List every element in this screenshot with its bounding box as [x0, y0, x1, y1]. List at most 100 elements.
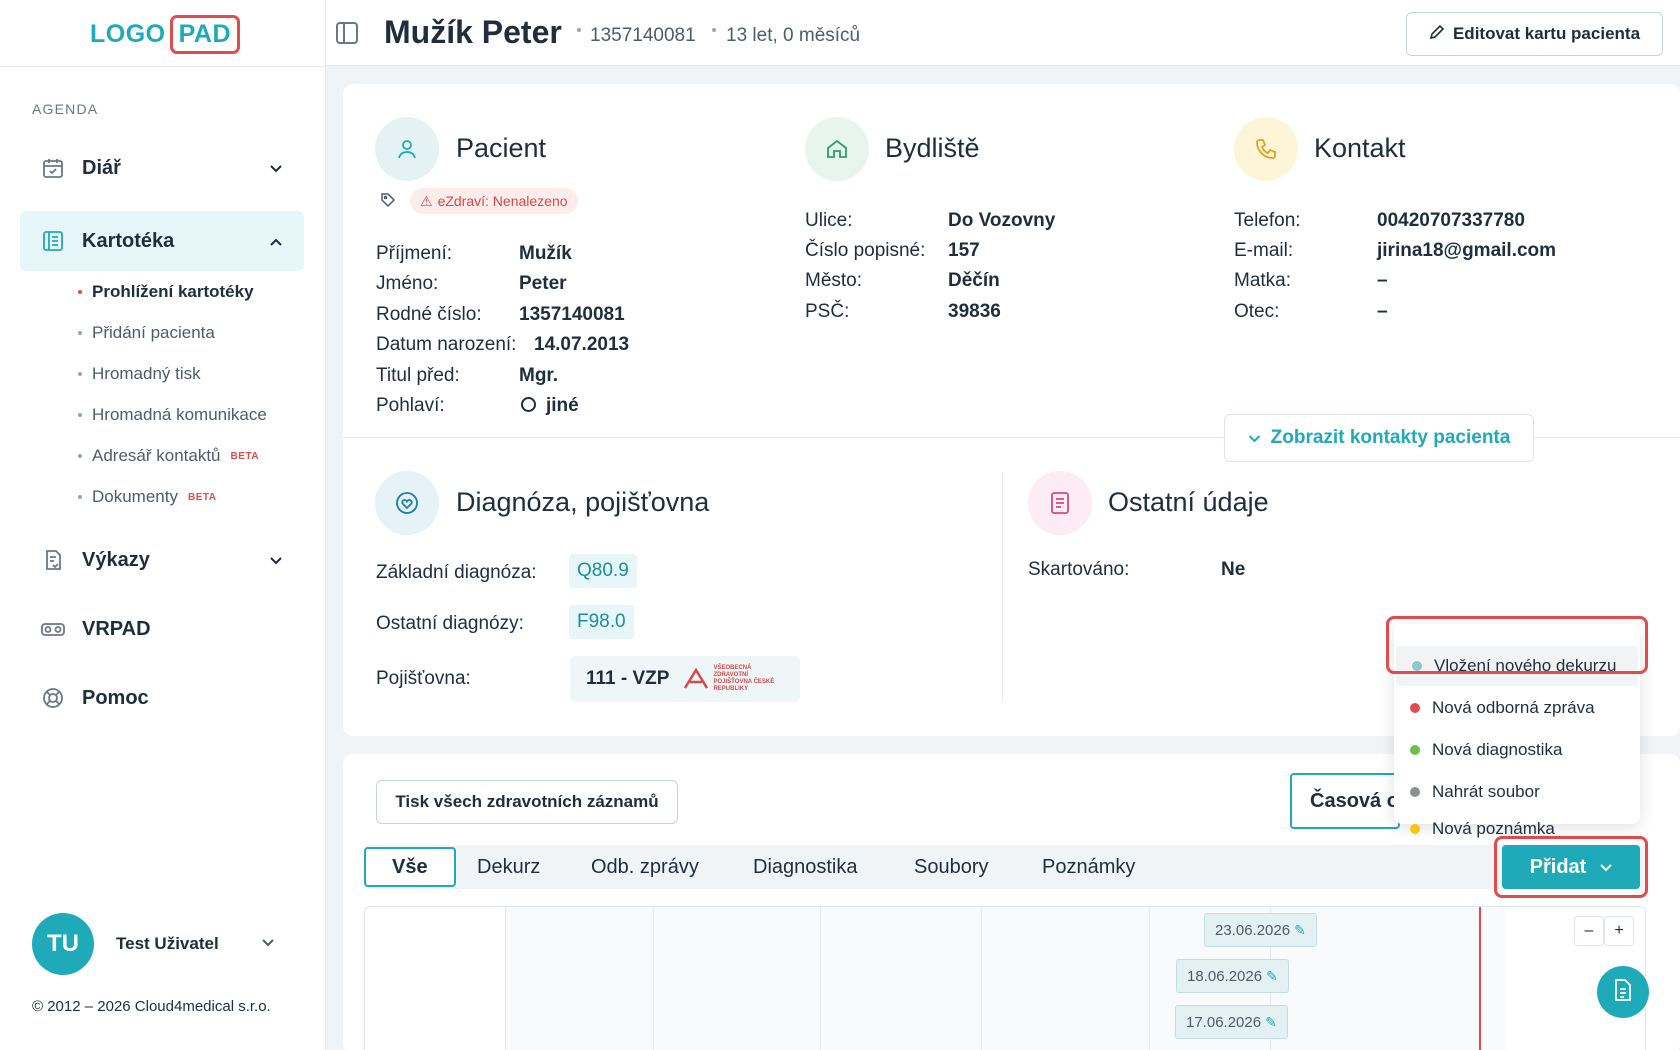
records-tabs: Vše Dekurz Odb. zprávy Diagnostika Soubo…: [364, 845, 1646, 889]
records-timeline[interactable]: 23.06.2026 ✎ 18.06.2026 ✎ 17.06.2026 ✎: [364, 906, 1646, 1050]
warning-icon: ⚠: [420, 192, 433, 209]
tab-odb-zpravy[interactable]: Odb. zprávy: [591, 855, 699, 878]
sidebar-item-diar[interactable]: Diář: [20, 138, 304, 198]
timeline-view-button[interactable]: Časová osa: [1290, 773, 1400, 829]
tab-vse[interactable]: Vše: [364, 847, 456, 887]
subitem-label: Hromadný tisk: [92, 364, 201, 383]
menu-item-upload-file[interactable]: Nahrát soubor: [1394, 772, 1640, 812]
subitem-prohlizeni-kartoteky[interactable]: Prohlížení kartotéky: [78, 282, 254, 302]
show-patient-contacts-button[interactable]: Zobrazit kontakty pacienta: [1224, 414, 1534, 462]
timeline-gridline: [820, 907, 821, 1050]
field-label: Datum narození:: [376, 334, 517, 355]
pencil-icon: [1429, 24, 1445, 45]
edit-patient-card-button[interactable]: Editovat kartu pacienta: [1406, 12, 1663, 56]
menu-item-new-decursus[interactable]: Vložení nového dekurzu: [1396, 646, 1638, 686]
lifebuoy-icon: [40, 685, 66, 711]
subitem-hromadny-tisk[interactable]: Hromadný tisk: [78, 364, 201, 384]
field-label: Rodné číslo:: [376, 304, 482, 325]
menu-item-new-note[interactable]: Nová poznámka: [1394, 814, 1640, 844]
other-diagnosis-code[interactable]: F98.0: [569, 605, 634, 639]
field-label: Číslo popisné:: [805, 240, 926, 261]
timeline-event[interactable]: 17.06.2026 ✎: [1175, 1005, 1288, 1039]
highlight-frame: [1386, 616, 1648, 674]
sidebar-section-label: AGENDA: [32, 101, 99, 117]
field-label: Město:: [805, 270, 863, 291]
user-icon: [375, 117, 439, 181]
timeline-event[interactable]: 18.06.2026 ✎: [1176, 959, 1289, 993]
logo[interactable]: LOGO PAD: [90, 13, 241, 55]
timeline-today-marker: [1479, 907, 1481, 1050]
sidebar-item-vykazy[interactable]: Výkazy: [20, 530, 304, 590]
user-menu[interactable]: TU Test Uživatel: [32, 913, 274, 975]
timeline-event[interactable]: 23.06.2026 ✎: [1204, 913, 1317, 947]
sidebar-item-label: VRPAD: [82, 617, 151, 640]
subitem-pridani-pacienta[interactable]: Přidání pacienta: [78, 323, 215, 343]
bullet: [78, 413, 82, 417]
zoom-out-button[interactable]: –: [1574, 916, 1604, 946]
subitem-dokumenty[interactable]: Dokumenty BETA: [78, 487, 216, 507]
field-value-shredded: Ne: [1221, 559, 1246, 580]
document-action-button[interactable]: [1597, 966, 1649, 1018]
field-label: Otec:: [1234, 301, 1280, 322]
field-value-phone[interactable]: 00420707337780: [1377, 210, 1525, 231]
timeline-gridline: [1149, 907, 1150, 1050]
field-label: Pohlaví:: [376, 395, 445, 416]
status-dot: [1410, 703, 1420, 713]
field-value-email[interactable]: jirina18@gmail.com: [1377, 240, 1557, 261]
field-value-city: Děčín: [948, 270, 1000, 291]
menu-item-label: Nová odborná zpráva: [1432, 698, 1595, 717]
sidebar-toggle-icon[interactable]: [336, 22, 358, 44]
tab-poznamky[interactable]: Poznámky: [1042, 855, 1136, 878]
field-value-birth-date: 14.07.2013: [534, 334, 630, 355]
vr-headset-icon: [40, 616, 66, 642]
menu-item-label: Vložení nového dekurzu: [1434, 656, 1617, 675]
bullet: [78, 372, 82, 376]
tab-soubory[interactable]: Soubory: [914, 855, 989, 878]
add-record-button[interactable]: Přidat: [1502, 845, 1640, 889]
section-title-contact: Kontakt: [1314, 133, 1406, 163]
avatar: TU: [32, 913, 94, 975]
home-icon: [805, 117, 869, 181]
insurance-value: 111 - VZP: [586, 668, 670, 689]
section-title-patient: Pacient: [456, 133, 547, 163]
menu-item-new-specialist-report[interactable]: Nová odborná zpráva: [1394, 688, 1640, 728]
logo-part-2: PAD: [169, 14, 241, 54]
field-value-zip: 39836: [948, 301, 1001, 322]
subitem-label: Přidání pacienta: [92, 323, 215, 342]
field-label: Titul před:: [376, 365, 460, 386]
event-date: 23.06.2026: [1215, 921, 1291, 939]
tag-icon: [380, 192, 396, 213]
subitem-adresar-kontaktu[interactable]: Adresář kontaktů BETA: [78, 446, 259, 466]
field-label: Matka:: [1234, 270, 1292, 291]
field-label: Příjmení:: [376, 243, 453, 264]
bullet: [78, 454, 82, 458]
bullet: [78, 495, 82, 499]
field-label: Ulice:: [805, 210, 853, 231]
document-icon: [1612, 978, 1634, 1007]
chevron-up-icon: [270, 233, 282, 249]
base-diagnosis-code[interactable]: Q80.9: [569, 554, 637, 588]
tab-dekurz[interactable]: Dekurz: [477, 855, 541, 878]
sidebar-item-kartoteka[interactable]: Kartotéka: [20, 211, 304, 271]
edit-button-label: Editovat kartu pacienta: [1452, 24, 1641, 43]
sidebar-item-pomoc[interactable]: Pomoc: [20, 668, 304, 728]
section-title-other: Ostatní údaje: [1108, 487, 1269, 517]
menu-item-label: Nahrát soubor: [1432, 782, 1540, 801]
phone-icon: [1234, 117, 1298, 181]
zoom-in-button[interactable]: +: [1604, 916, 1634, 946]
section-title-diagnosis: Diagnóza, pojišťovna: [456, 487, 710, 517]
field-value-surname: Mužík: [519, 243, 572, 264]
subitem-label: Prohlížení kartotéky: [92, 282, 254, 301]
print-all-records-button[interactable]: Tisk všech zdravotních záznamů: [376, 780, 678, 824]
meta-separator: [577, 28, 581, 32]
tab-diagnostika[interactable]: Diagnostika: [753, 855, 858, 878]
field-value-mother: –: [1377, 270, 1388, 291]
subitem-hromadna-komunikace[interactable]: Hromadná komunikace: [78, 405, 267, 425]
heart-badge-icon: [375, 471, 439, 535]
sidebar-item-vrpad[interactable]: VRPAD: [20, 599, 304, 659]
field-value-house-number: 157: [948, 240, 980, 261]
sidebar-item-label: Pomoc: [82, 686, 149, 709]
patient-name: Mužík Peter: [384, 14, 562, 50]
menu-item-new-diagnostics[interactable]: Nová diagnostika: [1394, 730, 1640, 770]
menu-item-label: Nová diagnostika: [1432, 740, 1563, 759]
